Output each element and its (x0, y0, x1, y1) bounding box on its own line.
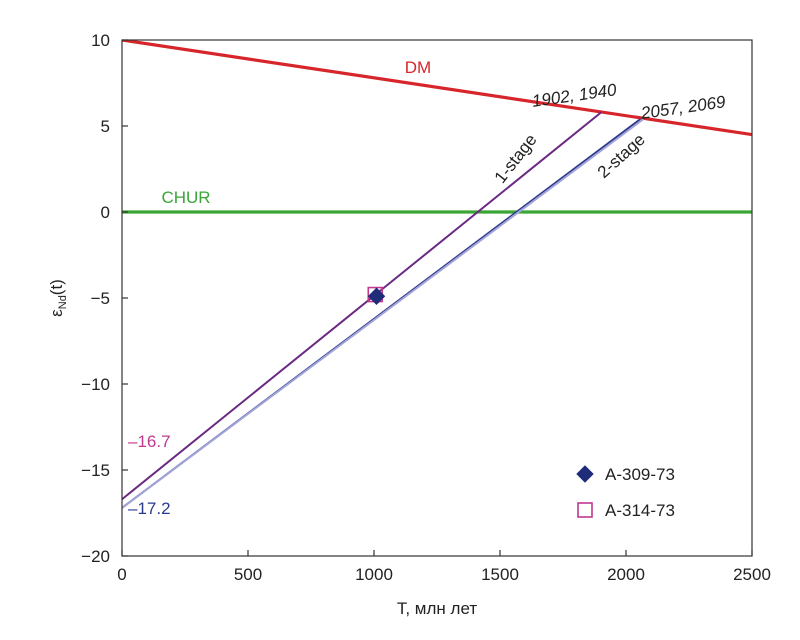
annotation-2: CHUR (161, 188, 210, 207)
evolution-line-1 (122, 111, 602, 501)
legend-label-A-309-73: A-309-73 (605, 465, 675, 484)
legend-marker-A-309-73 (576, 465, 594, 483)
annotation-8: –17.2 (128, 499, 171, 518)
evolution-line-3 (122, 118, 644, 509)
x-tick-label: 2000 (607, 565, 645, 584)
annotation-1: DM (405, 58, 431, 77)
x-tick-label: 1000 (355, 565, 393, 584)
x-axis-title: T, млн лет (397, 599, 477, 618)
data-point-A-309-73 (367, 287, 386, 305)
y-axis-title-symbol: ε (47, 309, 66, 317)
y-tick-label: −10 (81, 375, 110, 394)
y-tick-label: −15 (81, 461, 110, 480)
y-tick-label: 10 (91, 31, 110, 50)
reference-line-dm (122, 40, 752, 137)
annotation-5: 1-stage (491, 130, 541, 186)
y-tick-label: 5 (101, 117, 110, 136)
x-tick-label: 2500 (733, 565, 771, 584)
annotation-7: –16.7 (128, 432, 171, 451)
legend-label-A-314-73: A-314-73 (605, 501, 675, 520)
y-axis-title-subscript: Nd (57, 295, 69, 309)
y-axis-title: εNd(t) (47, 279, 69, 317)
series-layer (122, 40, 752, 509)
annotation-4: 2057, 2069 (639, 92, 727, 123)
annotation-6: 2-stage (594, 130, 649, 182)
points-layer (367, 286, 386, 305)
annotation-3: 1902, 1940 (531, 80, 618, 111)
y-axis-title-tail: (t) (47, 279, 66, 295)
x-tick-label: 500 (234, 565, 262, 584)
annotations-layer: DM CHUR 1902, 1940 2057, 2069 1-stage 2-stage… (128, 58, 727, 518)
y-tick-label: −20 (81, 547, 110, 566)
legend: A-309-73 A-314-73 (576, 465, 675, 520)
legend-marker-A-314-73 (577, 502, 593, 518)
y-tick-label: −5 (91, 289, 110, 308)
x-tick-label: 0 (117, 565, 126, 584)
y-tick-label: 0 (101, 203, 110, 222)
ticks-layer: 0 500 1000 1500 2000 2500 −20 −15 −10 −5 0 5 10 (81, 31, 771, 584)
x-tick-label: 1500 (481, 565, 519, 584)
